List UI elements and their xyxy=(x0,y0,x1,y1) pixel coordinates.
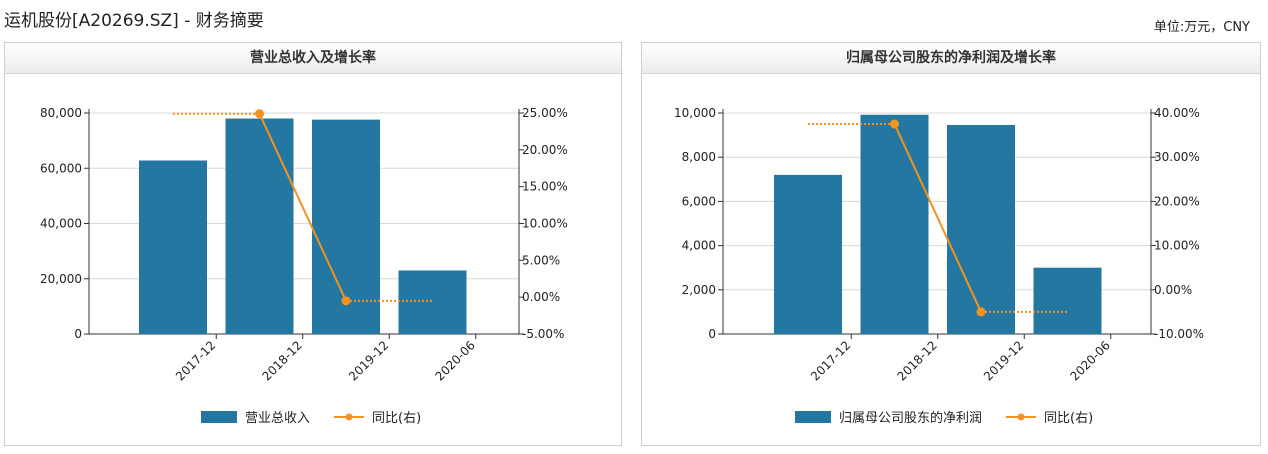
x-tick-label: 2017-12 xyxy=(173,338,218,383)
left-tick-label: 20,000 xyxy=(40,272,82,286)
legend-line-label: 同比(右) xyxy=(1044,411,1093,426)
bar xyxy=(225,118,294,335)
right-tick-label: 20.00% xyxy=(522,143,568,157)
x-tick-label: 2020-06 xyxy=(1068,338,1113,383)
x-tick-label: 2018-12 xyxy=(895,338,940,383)
x-tick-label: 2017-12 xyxy=(808,338,853,383)
bar xyxy=(398,270,467,334)
x-tick-label: 2019-12 xyxy=(981,338,1026,383)
legend-bar-label: 营业总收入 xyxy=(245,411,310,426)
growth-point xyxy=(890,119,899,129)
unit-label: 单位:万元，CNY xyxy=(1153,20,1250,35)
x-tick-label: 2020-06 xyxy=(433,338,478,383)
bar xyxy=(860,114,929,334)
net-profit-chart: 0 2,000 4,000 6,000 8,000 10,000 -10.00% 0.00% 1… xyxy=(674,106,1204,426)
growth-point xyxy=(341,296,351,306)
page-title: 运机股份[A20269.SZ] - 财务摘要 xyxy=(4,11,264,31)
right-tick-label: 10.00% xyxy=(1154,239,1200,253)
net-profit-chart-title: 归属母公司股东的净利润及增长率 xyxy=(642,43,1260,74)
legend-line-marker xyxy=(1017,413,1025,421)
right-tick-label: -10.00% xyxy=(1154,327,1204,341)
right-tick-label: 30.00% xyxy=(1154,150,1200,164)
growth-point xyxy=(976,307,986,317)
right-tick-label: 5.00% xyxy=(522,253,560,267)
legend-bar-label: 归属母公司股东的净利润 xyxy=(839,410,982,426)
growth-point xyxy=(255,109,264,119)
left-tick-label: 4,000 xyxy=(682,239,716,253)
right-tick-label: 0.00% xyxy=(522,290,560,304)
legend-line-marker xyxy=(345,413,353,421)
revenue-chart-title: 营业总收入及增长率 xyxy=(5,43,621,74)
right-tick-label: 40.00% xyxy=(1154,106,1200,120)
left-tick-label: 0 xyxy=(74,327,82,341)
bar xyxy=(139,160,207,334)
left-tick-label: 8,000 xyxy=(682,150,716,164)
left-tick-label: 40,000 xyxy=(40,217,82,231)
right-tick-label: -5.00% xyxy=(522,327,564,341)
right-tick-label: 15.00% xyxy=(522,180,568,194)
legend-line-label: 同比(右) xyxy=(372,411,421,426)
x-tick-label: 2018-12 xyxy=(260,338,305,383)
right-tick-label: 0.00% xyxy=(1154,283,1192,297)
left-tick-label: 2,000 xyxy=(682,283,716,297)
left-tick-label: 80,000 xyxy=(40,106,82,120)
right-tick-label: 10.00% xyxy=(522,217,568,231)
left-tick-label: 60,000 xyxy=(40,161,82,175)
growth-line xyxy=(893,123,982,313)
net-profit-panel: 归属母公司股东的净利润及增长率 0 2,000 4,000 6,000 8,000 10,… xyxy=(641,42,1261,446)
growth-line xyxy=(258,113,347,302)
right-tick-label: 20.00% xyxy=(1154,194,1200,208)
legend-bar-swatch xyxy=(201,411,237,423)
revenue-chart: 0 20,000 40,000 60,000 80,000 -5.00% 0.00% 5.00… xyxy=(40,106,568,426)
left-tick-label: 10,000 xyxy=(674,106,716,120)
right-tick-label: 25.00% xyxy=(522,106,568,120)
bar xyxy=(1033,267,1102,334)
x-tick-label: 2019-12 xyxy=(346,338,391,383)
left-tick-label: 6,000 xyxy=(682,194,716,208)
bar xyxy=(947,124,1015,335)
legend-bar-swatch xyxy=(795,411,831,423)
left-tick-label: 0 xyxy=(708,327,716,341)
revenue-panel: 营业总收入及增长率 0 20,000 40,000 60,000 80,000 -5.00… xyxy=(4,42,622,446)
bar xyxy=(774,174,842,334)
